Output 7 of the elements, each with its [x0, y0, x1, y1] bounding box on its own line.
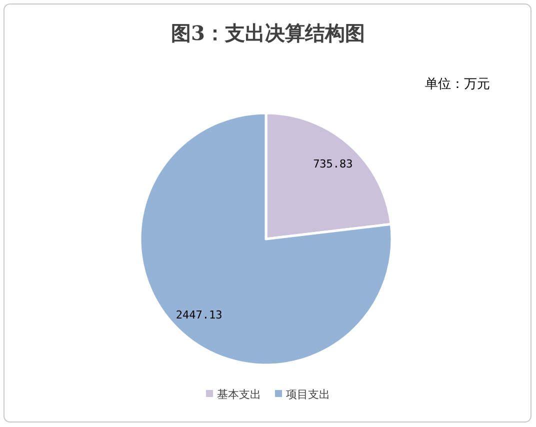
chart-title: 图3：支出决算结构图: [171, 21, 365, 45]
data-label: 735.83: [313, 158, 353, 171]
legend-label: 项目支出: [286, 388, 330, 401]
legend-label: 基本支出: [217, 388, 261, 401]
data-label: 2447.13: [176, 308, 222, 322]
text: 单位：万元: [425, 77, 490, 92]
pie-slice: [138, 112, 394, 366]
